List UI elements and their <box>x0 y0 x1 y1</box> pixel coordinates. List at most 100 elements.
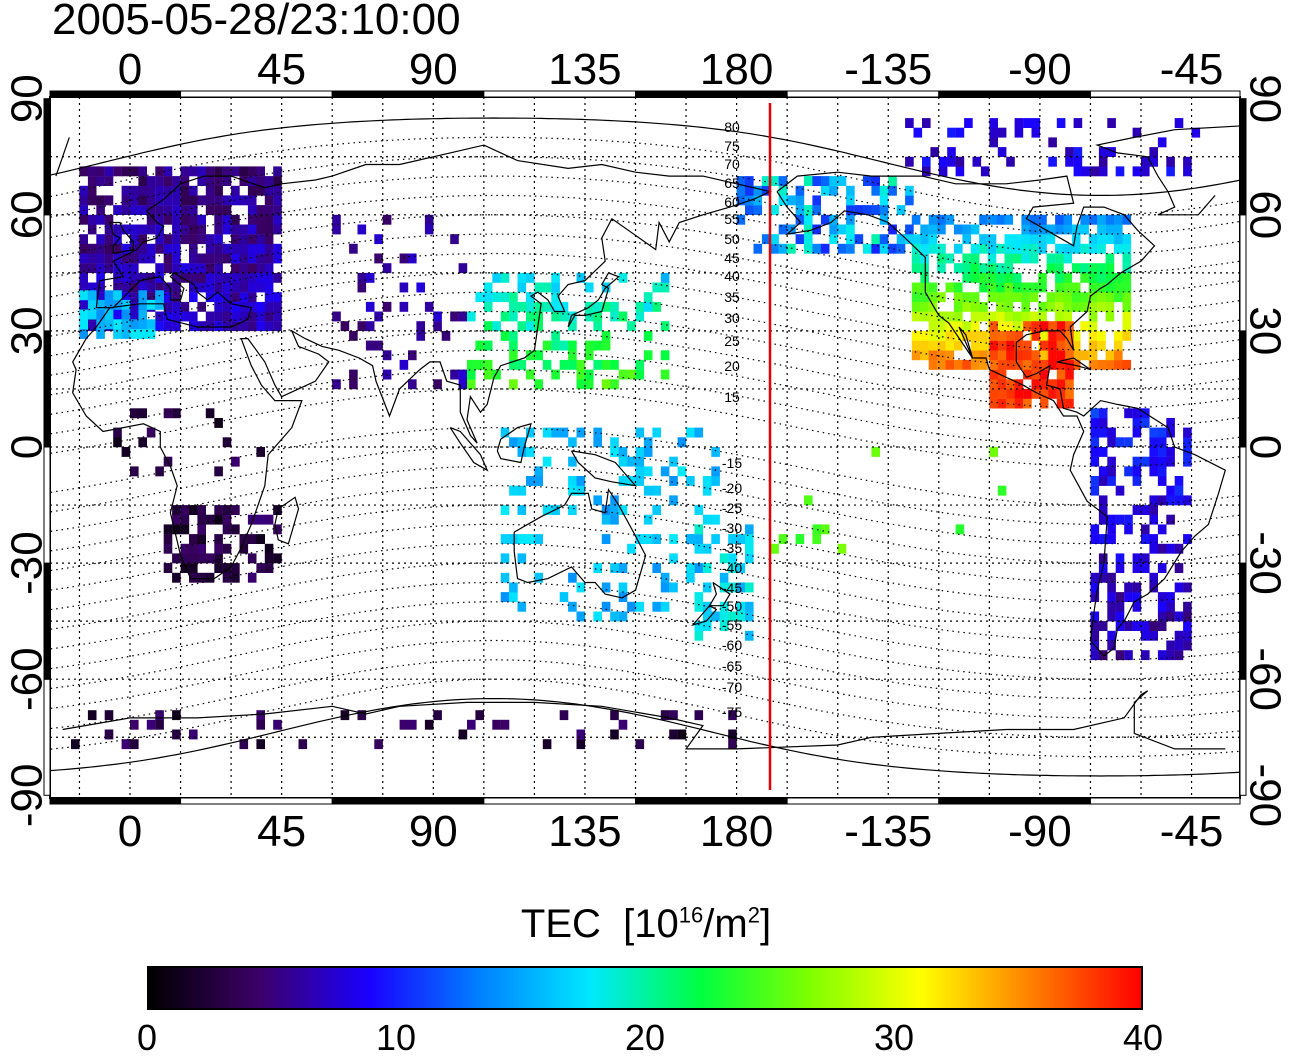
tec-cell <box>1090 408 1100 419</box>
tec-cell <box>155 243 164 254</box>
tec-cell <box>1157 437 1167 448</box>
tec-cell <box>1029 243 1039 254</box>
tec-cell <box>121 195 131 206</box>
tec-cell <box>1098 534 1108 544</box>
tec-cell <box>568 437 577 448</box>
tec-cell <box>1071 340 1081 351</box>
tec-cell <box>1088 282 1098 293</box>
tec-cell <box>273 195 282 206</box>
colorbar-tick-label: 0 <box>136 1017 158 1058</box>
right-latitude-label: -90 <box>1240 764 1289 828</box>
tec-cell <box>189 234 198 245</box>
tec-cell <box>197 514 206 525</box>
tec-cell <box>1071 282 1081 293</box>
tec-cell <box>660 601 670 612</box>
tec-cell <box>937 350 946 361</box>
tec-cell <box>1114 272 1123 283</box>
tec-cell <box>1080 263 1089 274</box>
tec-cell <box>121 447 131 457</box>
tec-cell <box>1141 563 1150 573</box>
tec-cell <box>1063 311 1073 322</box>
tec-cell <box>610 563 619 573</box>
tec-cell <box>155 214 164 225</box>
tec-cell <box>996 311 1005 322</box>
tec-cell <box>660 582 670 593</box>
tec-cell <box>871 234 880 245</box>
tec-cell <box>1124 514 1133 525</box>
tec-cell <box>846 234 855 245</box>
tec-cell <box>138 282 147 293</box>
tec-cell <box>1006 398 1015 409</box>
tec-cell <box>542 427 552 438</box>
tec-cell <box>576 729 586 740</box>
tec-cell <box>163 253 173 264</box>
tec-cell <box>180 166 190 177</box>
tec-cell <box>1046 292 1056 303</box>
tec-cell <box>1114 292 1123 303</box>
tec-cell <box>264 321 274 332</box>
tec-cell <box>534 534 543 544</box>
tec-cell <box>138 309 147 320</box>
tec-cell <box>146 719 156 730</box>
tec-cell <box>922 166 931 177</box>
tec-cell <box>130 319 139 330</box>
tec-cell <box>197 234 206 245</box>
tec-cell <box>837 543 847 554</box>
tec-cell <box>1073 118 1083 128</box>
magnetic-latitude-label: 70 <box>724 156 740 172</box>
coastline <box>449 427 489 472</box>
tec-cell <box>1132 456 1142 467</box>
tec-cell <box>1132 476 1142 486</box>
tec-cell <box>1080 350 1089 361</box>
tec-cell <box>231 505 240 515</box>
tec-cell <box>1031 379 1041 390</box>
tec-cell <box>87 195 97 206</box>
tec-cell <box>264 243 274 254</box>
tec-cell <box>172 321 181 332</box>
tec-cell <box>205 185 215 196</box>
tec-cell <box>1021 243 1030 254</box>
magnetic-latitude-label: -35 <box>722 540 742 556</box>
tec-cell <box>121 282 131 293</box>
tec-cell <box>795 234 805 245</box>
tec-cell <box>1006 379 1015 390</box>
tec-cell <box>247 176 257 186</box>
tec-cell <box>1006 350 1015 361</box>
frame-bar <box>786 797 940 805</box>
tec-cell <box>1065 321 1074 332</box>
tec-cell <box>104 195 114 206</box>
tec-cell <box>1039 379 1049 390</box>
tec-cell <box>1166 418 1175 428</box>
tec-cell <box>433 710 442 721</box>
magnetic-contour <box>50 659 1240 738</box>
tec-cell <box>1107 524 1116 535</box>
tec-cell <box>138 329 147 339</box>
tec-cell <box>1055 272 1064 283</box>
tec-cell <box>1031 359 1041 370</box>
tec-cell <box>1097 330 1106 341</box>
tec-cell <box>996 263 1005 274</box>
tec-cell <box>1141 456 1150 467</box>
tec-cell <box>130 205 139 215</box>
tec-cell <box>1039 398 1049 409</box>
tec-cell <box>256 563 265 573</box>
tec-cell <box>138 176 147 186</box>
tec-cell <box>736 534 746 544</box>
tec-cell <box>745 553 754 564</box>
tec-cell <box>1065 330 1074 341</box>
tec-cell <box>155 176 164 186</box>
tec-cell <box>467 719 476 730</box>
tec-cell <box>702 485 712 496</box>
frame-bar <box>43 98 51 216</box>
tec-cell <box>1107 601 1116 612</box>
tec-cell <box>1006 388 1015 399</box>
tec-cell <box>669 710 678 721</box>
tec-cell <box>1166 650 1175 661</box>
tec-cell <box>332 224 341 235</box>
magnetic-latitude-label: 45 <box>724 250 740 266</box>
tec-cell <box>273 301 282 312</box>
tec-cell <box>256 301 265 312</box>
tec-cell <box>669 553 678 564</box>
tec-cell <box>996 214 1005 225</box>
tec-cell <box>979 350 988 361</box>
